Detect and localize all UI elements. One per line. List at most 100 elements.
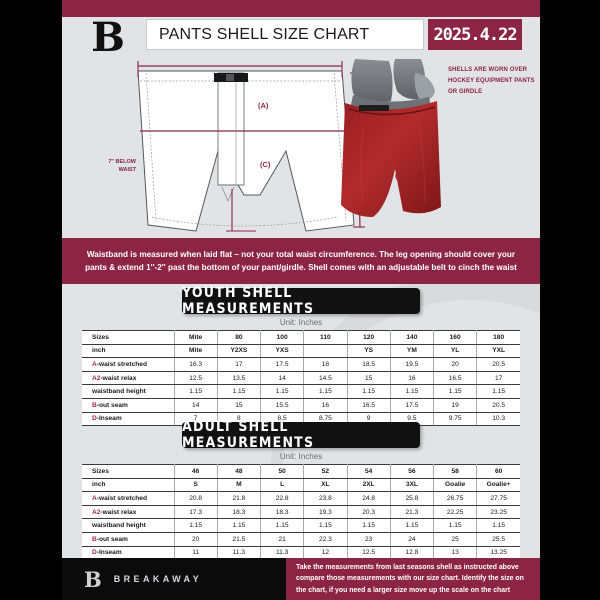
table-row: B-out seam 14 15 15.5 16 16.5 17.5 19 20.5 — [82, 398, 520, 413]
table-cell: 160 — [433, 330, 478, 345]
table-cell: 19.5 — [390, 357, 435, 372]
table-cell: 60 — [476, 464, 520, 479]
table-cell: 3XL — [390, 478, 435, 493]
table-cell: 1.15 — [390, 384, 435, 399]
footer-brand-block: B BREAKAWAY — [62, 558, 286, 600]
table-cell: 1.15 — [217, 518, 262, 533]
table-row: A2-waist relax 12.5 13.5 14 14.5 15 16 16.5 17 — [82, 371, 520, 386]
table-cell: 1.15 — [433, 384, 478, 399]
side-note-text: SHELLS ARE WORN OVER HOCKEY EQUIPMENT PA… — [448, 67, 535, 96]
row-label-marker: D — [92, 415, 97, 423]
youth-section: YOUTH SHELL MEASUREMENTS Unit: Inches Si… — [62, 285, 540, 427]
table-cell: 120 — [347, 330, 391, 345]
table-cell: 14 — [260, 371, 305, 386]
table-cell: 100 — [260, 330, 305, 345]
table-cell: 1.15 — [476, 384, 520, 399]
brand-logo-letter: B — [91, 14, 125, 61]
table-cell: 17.5 — [390, 398, 435, 413]
table-cell: 16.5 — [433, 371, 478, 386]
table-cell: 140 — [390, 330, 435, 345]
table-cell: YXS — [260, 344, 305, 359]
row-label: B-out seam — [82, 398, 175, 413]
adult-table-body: Sizes 46 48 50 52 54 56 58 60 inch S M L XL 2XL 3XL Goal… — [82, 464, 520, 561]
table-cell: 18.5 — [347, 357, 391, 372]
adult-section-title: ADULT SHELL MEASUREMENTS — [182, 419, 420, 451]
table-cell: 14.5 — [303, 371, 348, 386]
youth-unit-label: Unit: Inches — [279, 318, 323, 327]
table-cell: 14 — [174, 398, 218, 413]
table-cell: 25.8 — [390, 491, 435, 506]
table-cell: 80 — [217, 330, 262, 345]
page-header: B PANTS SHELL SIZE CHART 2025.4.22 — [62, 16, 540, 60]
table-cell: 23.8 — [303, 491, 348, 506]
table-cell: 1.15 — [390, 518, 435, 533]
table-cell: 1.15 — [303, 384, 348, 399]
date-badge-text: 2025.4.22 — [433, 24, 517, 45]
table-cell: 50 — [260, 464, 305, 479]
table-cell: 18 — [303, 357, 348, 372]
row-label: waistband height — [82, 384, 175, 399]
table-cell: YXL — [476, 344, 520, 359]
table-cell: 17 — [476, 371, 520, 386]
table-cell: 1.15 — [347, 518, 391, 533]
table-cell: 20.8 — [174, 491, 218, 506]
row-label: D-Inseam — [82, 546, 175, 561]
table-cell: 110 — [303, 330, 348, 345]
table-row: A2-waist relax 17.3 18.3 18.3 19.3 20.3 21.3 22… — [82, 505, 520, 520]
table-cell: 16 — [390, 371, 435, 386]
table-cell: Mite — [174, 330, 218, 345]
youth-section-title: YOUTH SHELL MEASUREMENTS — [182, 285, 420, 317]
instruction-banner: Waistband is measured when laid flat – n… — [62, 238, 540, 284]
footer-logo-icon: B — [84, 566, 102, 592]
table-cell: 1.15 — [476, 518, 520, 533]
table-cell: 12.5 — [174, 371, 218, 386]
youth-table-body: Sizes Mite 80 100 110 120 140 160 180 inch Mite Y2X… — [82, 330, 520, 427]
row-label: D-Inseam — [82, 412, 175, 427]
table-cell: Goalie+ — [476, 478, 520, 493]
table-cell: 54 — [347, 464, 391, 479]
table-cell: 26.75 — [433, 491, 478, 506]
instruction-banner-text: Waistband is measured when laid flat – n… — [85, 249, 517, 272]
table-cell: 20.3 — [347, 505, 391, 520]
table-cell: S — [174, 478, 218, 493]
table-row: Sizes Mite 80 100 110 120 140 160 180 — [82, 330, 520, 345]
table-cell: 52 — [303, 464, 348, 479]
table-cell: 15 — [217, 398, 262, 413]
row-label: inch — [82, 478, 175, 493]
table-cell: 20 — [174, 532, 218, 547]
table-cell: 21.5 — [217, 532, 262, 547]
table-row: B-out seam 20 21.5 21 22.3 23 24 25 25.5 — [82, 532, 520, 547]
table-cell: 46 — [174, 464, 218, 479]
table-cell: 19.3 — [303, 505, 348, 520]
adult-section: ADULT SHELL MEASUREMENTS Unit: Inches Si… — [62, 419, 540, 561]
table-cell: 22.3 — [303, 532, 348, 547]
table-cell: YL — [433, 344, 478, 359]
row-label-marker: B — [92, 401, 97, 409]
page-footer: B BREAKAWAY Take the measurements from l… — [62, 558, 540, 600]
table-cell: 56 — [390, 464, 435, 479]
table-cell: 17.3 — [174, 505, 218, 520]
row-label-marker: D — [92, 549, 97, 557]
row-label-marker: A2 — [92, 374, 101, 382]
table-cell: 24.8 — [347, 491, 391, 506]
table-cell: 23 — [347, 532, 391, 547]
row-label-marker: A — [92, 494, 97, 502]
table-cell: 1.15 — [433, 518, 478, 533]
page-title-box: PANTS SHELL SIZE CHART — [146, 19, 424, 50]
size-chart-sheet: B PANTS SHELL SIZE CHART 2025.4.22 — [62, 0, 540, 600]
table-cell: 16 — [303, 398, 348, 413]
table-cell: 15.5 — [260, 398, 305, 413]
diagram-label-a: (A) — [258, 101, 269, 110]
table-cell: 16.5 — [347, 398, 391, 413]
table-cell: Y2XS — [217, 344, 262, 359]
table-cell: 1.15 — [217, 384, 262, 399]
table-cell: 20 — [433, 357, 478, 372]
table-cell — [303, 344, 348, 359]
table-cell: 20.5 — [476, 357, 520, 372]
table-cell: 1.15 — [303, 518, 348, 533]
table-cell: 9.75 — [433, 412, 478, 427]
table-cell: 17.5 — [260, 357, 305, 372]
page-title: PANTS SHELL SIZE CHART — [159, 25, 370, 43]
table-cell: 21.3 — [390, 505, 435, 520]
table-row: Sizes 46 48 50 52 54 56 58 60 — [82, 464, 520, 479]
